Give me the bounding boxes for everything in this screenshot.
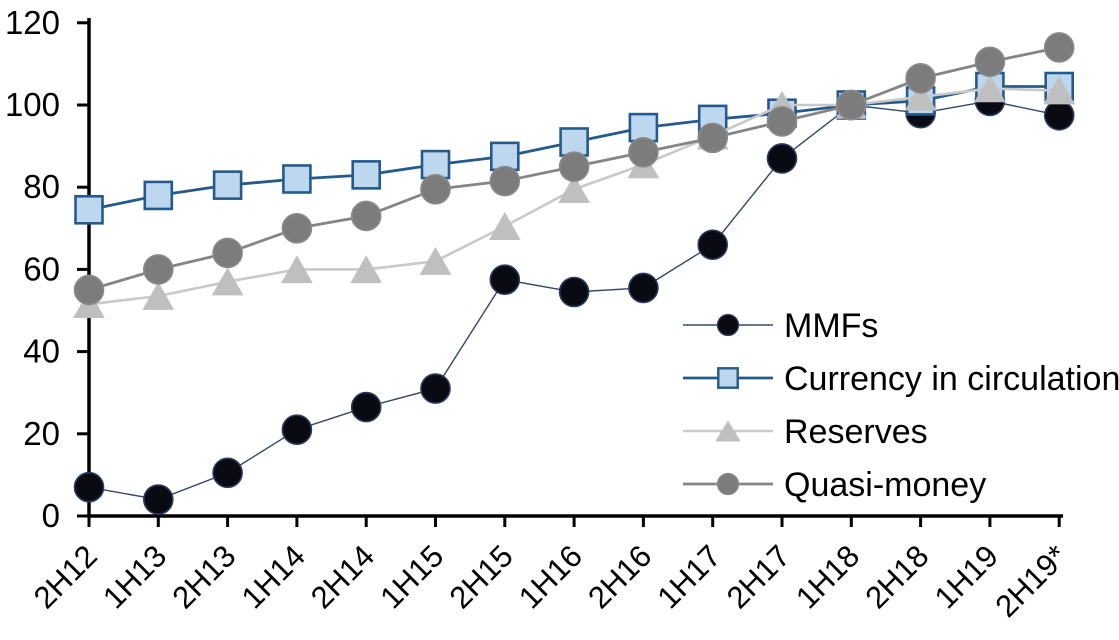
- data-point-mmfs: [143, 484, 174, 515]
- data-point-quasi-money: [558, 151, 590, 182]
- data-point-mmfs: [697, 229, 729, 261]
- x-tick-label: 2H12: [27, 538, 104, 615]
- data-point-currency-in-circulation: [143, 180, 174, 211]
- x-tick-label: 1H15: [373, 538, 450, 615]
- data-point-mmfs: [1043, 99, 1075, 131]
- data-point-quasi-money: [143, 254, 174, 285]
- data-point-currency-in-circulation: [74, 195, 104, 225]
- data-point-quasi-money: [281, 213, 313, 244]
- data-point-currency-in-circulation: [420, 149, 451, 180]
- y-tick-label: 60: [23, 250, 60, 287]
- legend-item-mmfs: MMFs: [683, 307, 878, 345]
- data-point-quasi-money: [905, 62, 936, 94]
- data-point-quasi-money: [420, 173, 451, 205]
- legend-item-quasi-money: Quasi-money: [683, 466, 986, 504]
- legend-label-reserves: Reserves: [784, 413, 928, 451]
- legend-marker-quasi-money: [716, 472, 740, 496]
- data-point-mmfs: [489, 264, 521, 295]
- x-tick-label: 1H17: [650, 538, 727, 615]
- data-point-quasi-money: [489, 165, 521, 197]
- data-point-mmfs: [350, 391, 382, 423]
- data-point-mmfs: [281, 414, 313, 445]
- data-point-mmfs: [766, 143, 798, 174]
- x-tick-label: 1H14: [235, 538, 312, 615]
- data-point-quasi-money: [974, 46, 1006, 78]
- legend-marker-currency-in-circulation: [717, 367, 739, 389]
- data-point-reserves: [974, 74, 1006, 103]
- x-tick-label: 2H18: [858, 538, 935, 615]
- data-point-quasi-money: [697, 122, 729, 154]
- x-tick-label: 2H17: [720, 538, 797, 615]
- data-point-reserves: [211, 267, 244, 296]
- data-point-quasi-money: [628, 136, 659, 168]
- data-point-currency-in-circulation: [628, 112, 659, 143]
- data-point-currency-in-circulation: [282, 164, 312, 194]
- x-tick-label: 1H16: [512, 538, 589, 615]
- data-point-currency-in-circulation: [559, 127, 589, 157]
- data-point-quasi-money: [73, 274, 105, 306]
- data-point-reserves: [142, 281, 175, 310]
- y-tick-label: 120: [5, 4, 60, 41]
- x-tick-label: 2H15: [443, 538, 520, 615]
- legend-label-currency-in-circulation: Currency in circulation: [784, 360, 1119, 398]
- data-point-reserves: [558, 175, 590, 203]
- x-tick-label: 2H19*: [988, 538, 1074, 624]
- x-tick-label: 1H18: [789, 538, 866, 615]
- data-point-currency-in-circulation: [212, 170, 243, 200]
- data-point-reserves: [350, 255, 383, 284]
- data-point-reserves: [419, 246, 452, 275]
- legend-marker-reserves: [715, 420, 741, 442]
- data-point-mmfs: [73, 471, 105, 503]
- legend-label-quasi-money: Quasi-money: [784, 466, 986, 504]
- data-point-quasi-money: [1043, 32, 1075, 63]
- data-point-reserves: [281, 255, 313, 284]
- data-point-mmfs: [212, 457, 243, 489]
- data-point-quasi-money: [766, 106, 798, 137]
- x-tick-label: 2H13: [165, 538, 242, 615]
- data-point-reserves: [904, 82, 937, 111]
- data-point-mmfs: [628, 272, 659, 304]
- y-tick-label: 40: [23, 333, 60, 370]
- data-point-quasi-money: [835, 89, 867, 121]
- y-tick-label: 80: [23, 168, 60, 205]
- x-tick-label: 2H14: [304, 538, 381, 615]
- y-tick-label: 100: [5, 86, 60, 123]
- data-point-mmfs: [558, 276, 590, 308]
- legend-label-mmfs: MMFs: [784, 307, 878, 345]
- x-tick-label: 2H16: [581, 538, 658, 615]
- data-point-quasi-money: [212, 237, 243, 269]
- legend-item-currency-in-circulation: Currency in circulation: [683, 360, 1119, 398]
- data-point-reserves: [488, 212, 521, 240]
- x-tick-label: 1H13: [96, 538, 173, 615]
- data-point-quasi-money: [350, 200, 382, 232]
- legend-item-reserves: Reserves: [683, 413, 928, 451]
- data-point-mmfs: [420, 373, 451, 404]
- y-tick-label: 0: [42, 497, 60, 534]
- data-point-currency-in-circulation: [351, 160, 382, 190]
- legend-marker-mmfs: [716, 313, 740, 337]
- data-point-reserves: [1043, 76, 1076, 105]
- y-tick-label: 20: [23, 415, 60, 452]
